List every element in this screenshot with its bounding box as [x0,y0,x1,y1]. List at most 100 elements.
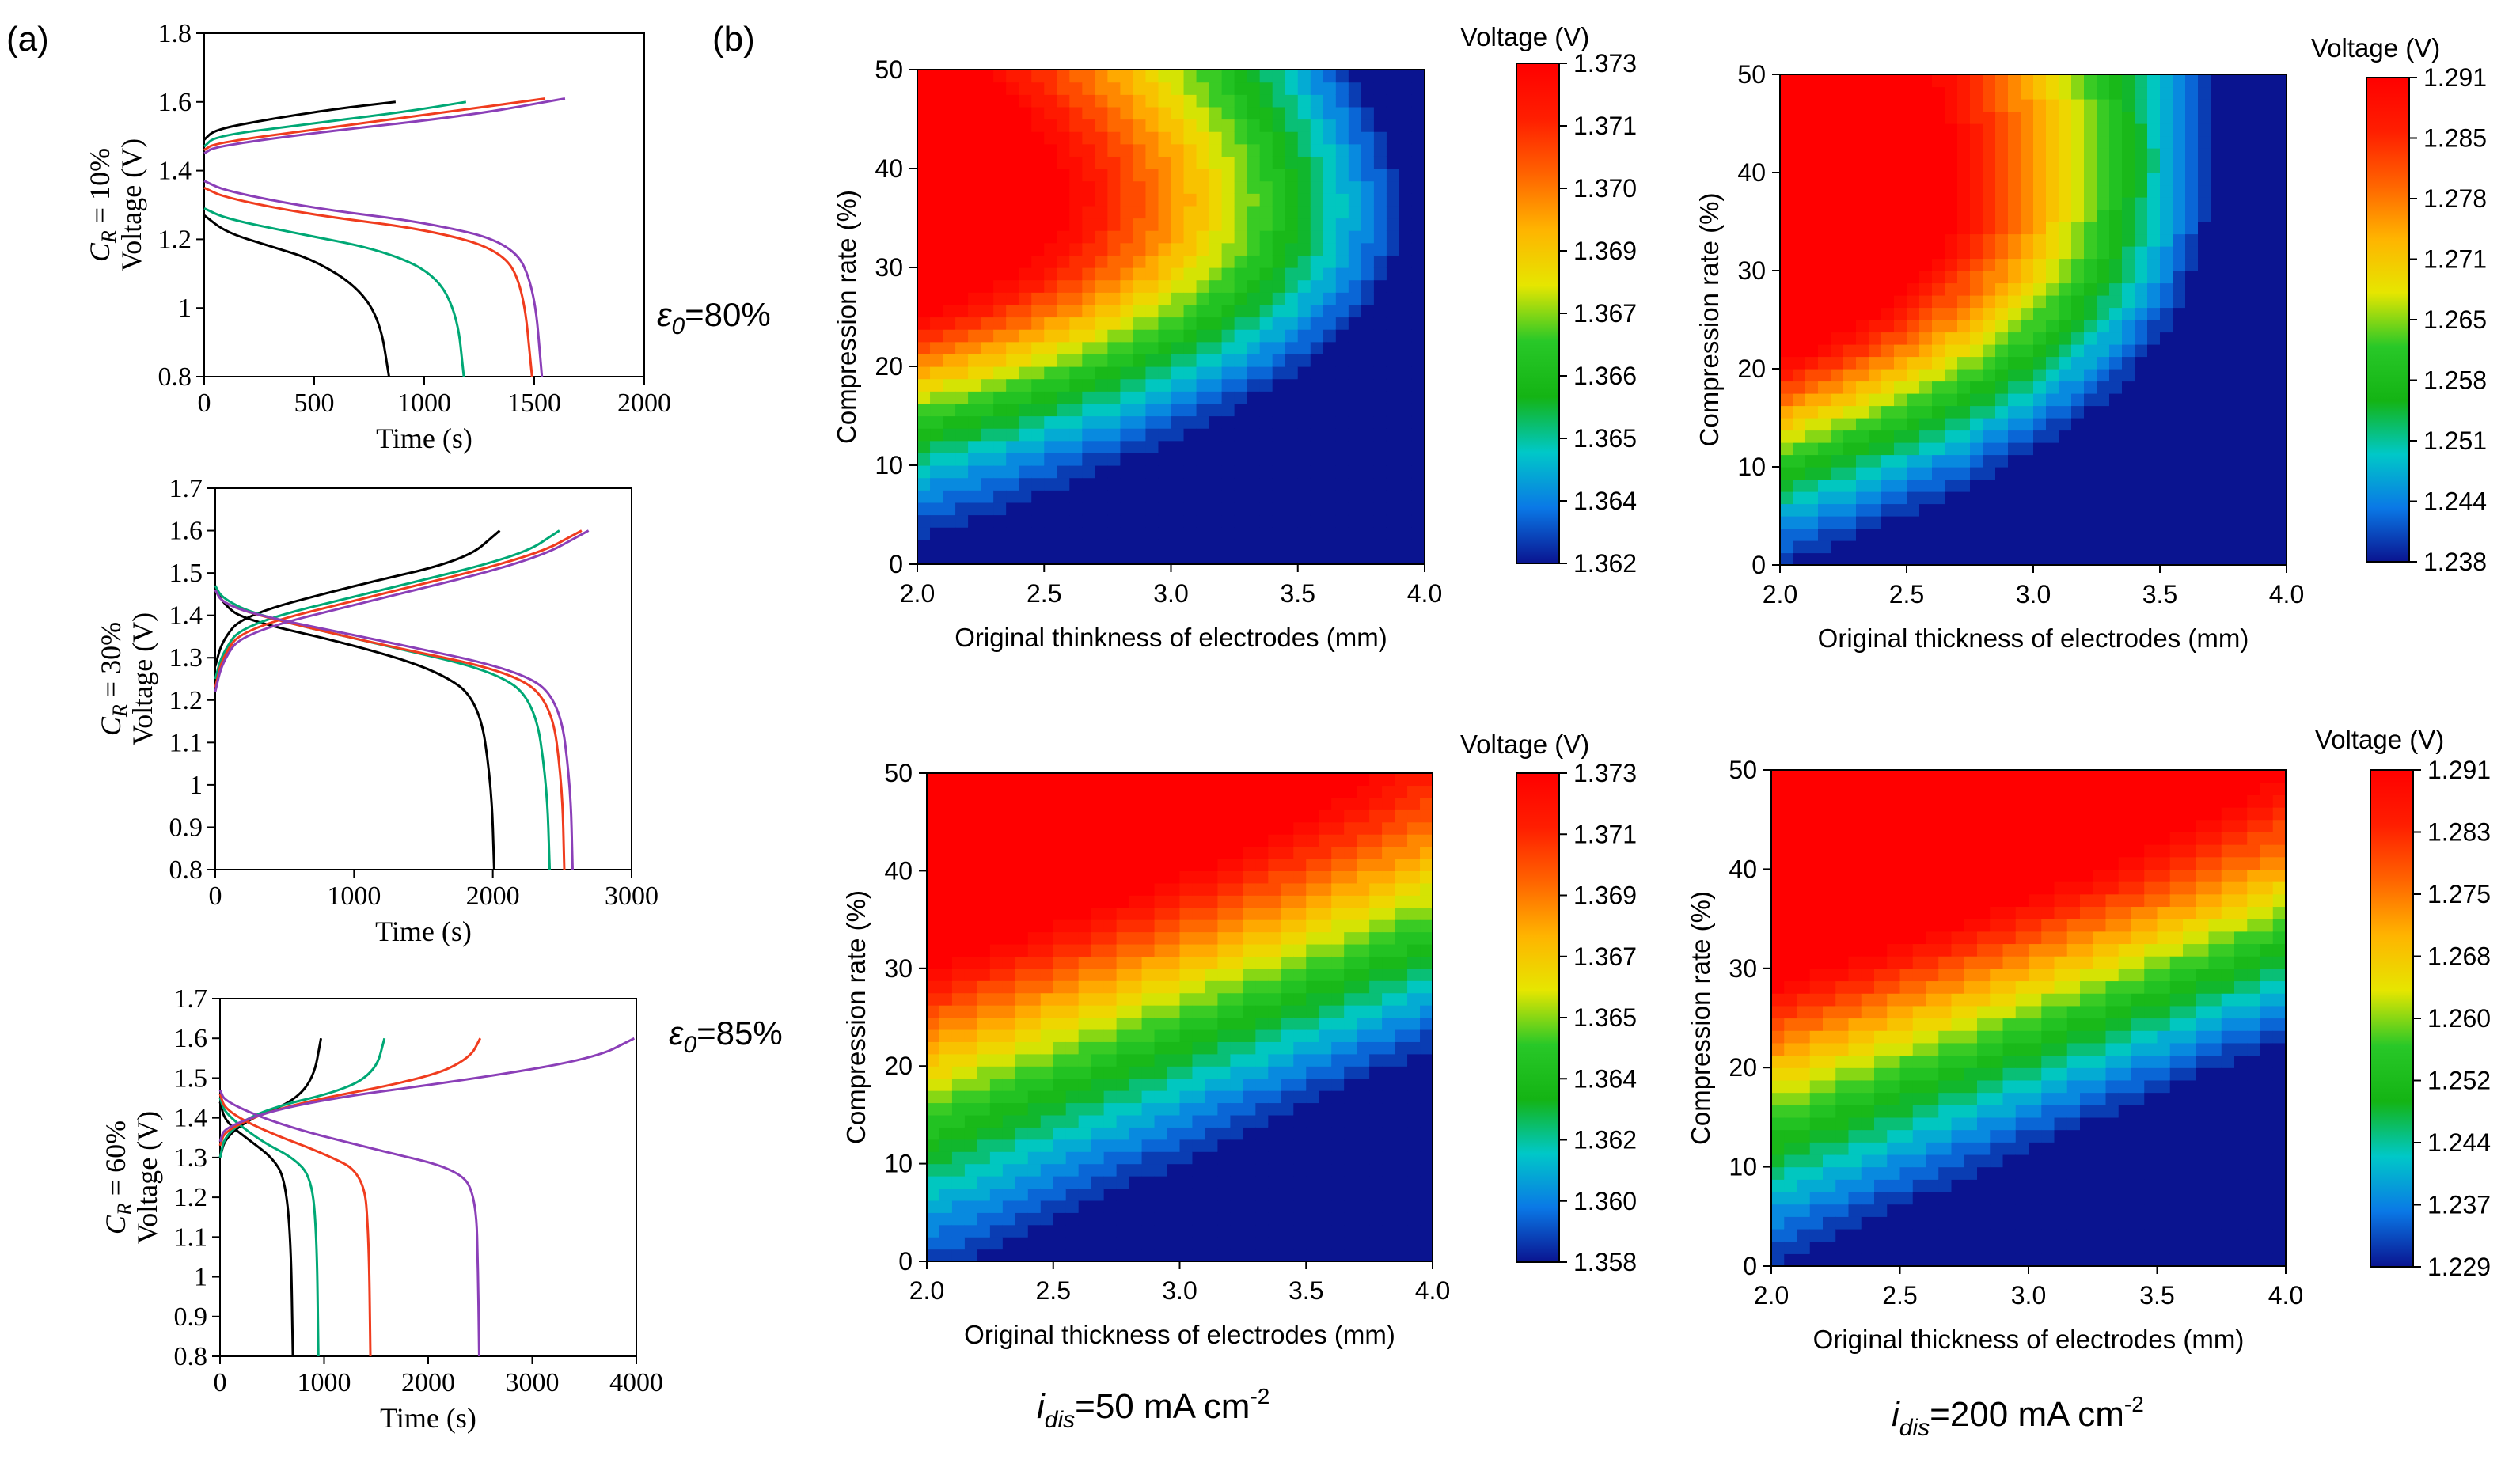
contour-cell [2261,418,2275,431]
contour-cell [917,180,931,194]
contour-cell [1285,255,1299,268]
contour-cell [1361,304,1375,318]
contour-cell [1069,304,1083,318]
contour-cell [1268,1017,1281,1030]
contour-cell [2249,454,2262,468]
contour-cell [955,94,969,108]
contour-cell [2097,467,2110,480]
contour-cell [2071,393,2085,407]
contour-cell [2033,454,2047,468]
contour-cell [917,428,931,442]
contour-cell [1171,242,1185,256]
contour-cell [1255,821,1269,835]
contour-cell [1843,295,1857,309]
contour-cell [1818,307,1831,320]
contour-cell [951,1176,966,1189]
contour-cell [1894,454,1907,468]
contour-cell [1932,405,1945,419]
contour-cell [1268,907,1281,920]
contour-cell [1031,477,1045,491]
contour-cell [1357,1237,1370,1250]
contour-cell [2236,418,2249,431]
contour-cell [1843,307,1857,320]
contour-cell [1006,242,1019,256]
contour-cell [2236,233,2249,247]
contour-cell [1078,1090,1092,1104]
contour-cell [1120,465,1134,479]
contour-cell [1881,393,1895,407]
contour-cell [2185,516,2199,529]
contour-cell [1243,1212,1256,1226]
contour-cell [2135,307,2148,320]
contour-cell [1027,1163,1042,1177]
contour-cell [1268,785,1281,798]
contour-cell [1995,381,2009,394]
contour-cell [1179,956,1194,969]
contour-cell [2033,74,2047,88]
contour-cell [1069,255,1083,268]
contour-cell [1171,440,1185,453]
contour-cell [2021,369,2034,382]
contour-cell [977,919,991,933]
contour-cell [1344,1188,1357,1201]
contour-cell [2223,209,2237,222]
contour-cell [1091,1200,1105,1213]
contour-cell [1323,156,1337,169]
contour-cell [977,773,991,787]
contour-cell [1335,465,1349,479]
contour-cell [1234,539,1248,552]
contour-cell [1259,193,1273,207]
contour-cell [2160,418,2173,431]
contour-cell [1323,490,1337,503]
contour-cell [1183,552,1197,565]
contour-cell [1171,552,1185,565]
contour-cell [2236,197,2249,210]
contour-cell [1031,403,1045,417]
contour-cell [1831,405,1844,419]
contour-cell [1881,246,1895,260]
contour-cell [1344,821,1357,835]
contour-cell [1793,467,1806,480]
contour-cell [1183,329,1197,343]
contour-cell [1196,490,1210,503]
contour-cell [1323,477,1337,491]
contour-cell [1856,405,1869,419]
contour-cell [2097,160,2110,173]
contour-cell [1205,1188,1219,1201]
contour-cell [1221,453,1235,466]
contour-cell [1255,931,1269,945]
contour-cell [1192,943,1206,957]
contour-cell [1192,1176,1206,1189]
contour-cell [1116,846,1130,859]
y-tick-label: 1.6 [158,88,192,117]
contour-cell [939,1127,953,1140]
contour-cell [1141,1114,1156,1128]
contour-cell [1031,440,1045,453]
contour-cell [2021,418,2034,431]
contour-cell [1780,540,1793,554]
contour-cell [1053,1212,1067,1226]
contour-cell [1103,858,1118,871]
contour-cell [1167,943,1181,957]
contour-cell [1323,403,1337,417]
contour-cell [2223,173,2237,186]
contour-cell [1306,858,1319,871]
contour-cell [1344,1005,1357,1018]
contour-cell [1006,292,1019,305]
contour-cell [1145,502,1159,516]
contour-cell [939,968,953,981]
contour-cell [943,552,956,565]
contour-cell [1793,344,1806,358]
contour-cell [1053,1005,1067,1018]
contour-cell [1141,1224,1156,1238]
contour-cell [2249,369,2262,382]
contour-cell [1116,870,1130,884]
contour-cell [2185,528,2199,541]
contour-cell [1268,1200,1281,1213]
contour-cell [2071,123,2085,137]
contour-cell [1183,317,1197,330]
contour-cell [2249,442,2262,456]
contour-cell [1230,1176,1243,1189]
contour-cell [2059,184,2072,198]
contour-cell [1335,391,1349,404]
